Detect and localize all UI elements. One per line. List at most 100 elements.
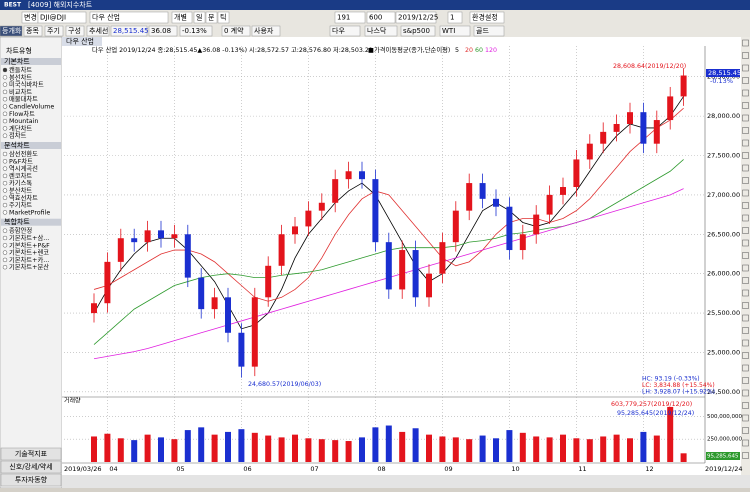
x-tick-label: 04: [109, 465, 117, 473]
radio[interactable]: [2, 96, 8, 102]
tool-icon[interactable]: [742, 164, 749, 172]
radio[interactable]: [2, 104, 8, 109]
tool-icon[interactable]: [742, 52, 749, 59]
toolbar-button[interactable]: [179, 25, 213, 37]
toolbar-field[interactable]: [366, 11, 396, 24]
toolbar-field[interactable]: [334, 11, 366, 24]
tool-icon[interactable]: [742, 264, 749, 272]
radio[interactable]: [2, 159, 8, 164]
tool-icon[interactable]: [742, 327, 749, 334]
radio[interactable]: [2, 180, 8, 186]
tool-icon[interactable]: [742, 89, 749, 97]
toolbar-button[interactable]: [110, 25, 148, 37]
toolbar-field[interactable]: [37, 11, 87, 24]
toolbar-field[interactable]: [193, 11, 206, 24]
toolbar-button[interactable]: [65, 25, 85, 37]
toolbar-field[interactable]: [205, 11, 218, 24]
radio[interactable]: [2, 89, 8, 95]
radio[interactable]: [2, 257, 8, 263]
tool-icon[interactable]: [742, 352, 749, 359]
tool-icon[interactable]: [742, 364, 749, 372]
toolbar-button[interactable]: [364, 25, 398, 37]
toolbar-button[interactable]: [251, 25, 281, 37]
volume-bar: [452, 437, 459, 462]
tool-icon[interactable]: [742, 102, 749, 109]
tool-icon[interactable]: [742, 227, 749, 234]
tool-icon[interactable]: [742, 302, 749, 309]
tool-icon[interactable]: [742, 114, 749, 122]
radio[interactable]: [2, 173, 8, 179]
tool-icon[interactable]: [742, 252, 749, 259]
radio[interactable]: [2, 111, 8, 117]
tool-icon[interactable]: [742, 377, 749, 384]
tool-icon[interactable]: [742, 427, 749, 434]
toolbar-field[interactable]: [447, 11, 463, 24]
toolbar-field[interactable]: [469, 11, 505, 24]
radio[interactable]: [2, 202, 8, 208]
volume-bar: [359, 437, 365, 462]
radio[interactable]: [2, 228, 8, 233]
radio[interactable]: [2, 75, 8, 80]
radio[interactable]: [2, 264, 8, 270]
tool-icon[interactable]: [742, 414, 749, 422]
toolbar-button[interactable]: [221, 25, 251, 37]
toolbar-button[interactable]: [86, 25, 110, 37]
radio[interactable]: [2, 67, 8, 73]
radio[interactable]: [2, 118, 8, 124]
tool-icon[interactable]: [742, 177, 749, 184]
radio[interactable]: [2, 126, 8, 131]
toolbar-text: 골드: [476, 27, 489, 35]
toolbar-button[interactable]: [23, 25, 43, 37]
radio[interactable]: [2, 235, 8, 241]
toolbar-button[interactable]: [0, 25, 23, 37]
tool-icon[interactable]: [742, 239, 749, 247]
toolbar-button[interactable]: [400, 25, 436, 37]
radio[interactable]: [2, 250, 8, 255]
toolbar-button[interactable]: [439, 25, 471, 37]
radio[interactable]: [2, 195, 8, 201]
tool-icon[interactable]: [742, 64, 749, 72]
radio[interactable]: [2, 151, 8, 157]
tool-icon[interactable]: [742, 202, 749, 209]
candle-body: [640, 112, 647, 144]
volume-bar: [640, 431, 647, 462]
tool-icon[interactable]: [742, 389, 749, 397]
toolbar-field[interactable]: [171, 11, 193, 24]
tool-icon[interactable]: [742, 439, 749, 447]
volume-bar: [479, 435, 486, 462]
tool-icon[interactable]: [742, 77, 749, 84]
radio[interactable]: [2, 166, 8, 171]
radio[interactable]: [2, 188, 8, 193]
tool-icon[interactable]: [742, 339, 749, 347]
toolbar-field[interactable]: [395, 11, 437, 24]
candle-body: [586, 143, 593, 160]
toolbar-button[interactable]: [329, 25, 361, 37]
tool-icon[interactable]: [742, 214, 749, 222]
toolbar-field[interactable]: [217, 11, 230, 24]
radio[interactable]: [2, 82, 8, 87]
toolbar-button[interactable]: [473, 25, 505, 37]
tool-icon[interactable]: [742, 189, 749, 197]
tool-icon[interactable]: [742, 289, 749, 297]
radio[interactable]: [2, 243, 8, 248]
tool-icon[interactable]: [742, 152, 749, 159]
candle-body: [332, 179, 339, 203]
candle-body: [546, 194, 553, 215]
tool-icon[interactable]: [742, 402, 749, 409]
panel-button[interactable]: [0, 473, 62, 487]
radio[interactable]: [2, 210, 8, 215]
toolbar-field[interactable]: [89, 11, 169, 24]
radio[interactable]: [2, 133, 8, 138]
tool-icon[interactable]: [742, 314, 749, 322]
panel-button[interactable]: [0, 447, 62, 461]
panel-button[interactable]: [0, 460, 62, 474]
tool-icon[interactable]: [742, 452, 749, 459]
tool-icon[interactable]: [742, 277, 749, 284]
tool-icon[interactable]: [742, 39, 749, 47]
scrollbar[interactable]: [62, 475, 750, 488]
candle-body: [184, 234, 191, 278]
toolbar-button[interactable]: [148, 25, 178, 37]
tool-icon[interactable]: [742, 139, 749, 147]
toolbar-button[interactable]: [44, 25, 64, 37]
tool-icon[interactable]: [742, 127, 749, 134]
